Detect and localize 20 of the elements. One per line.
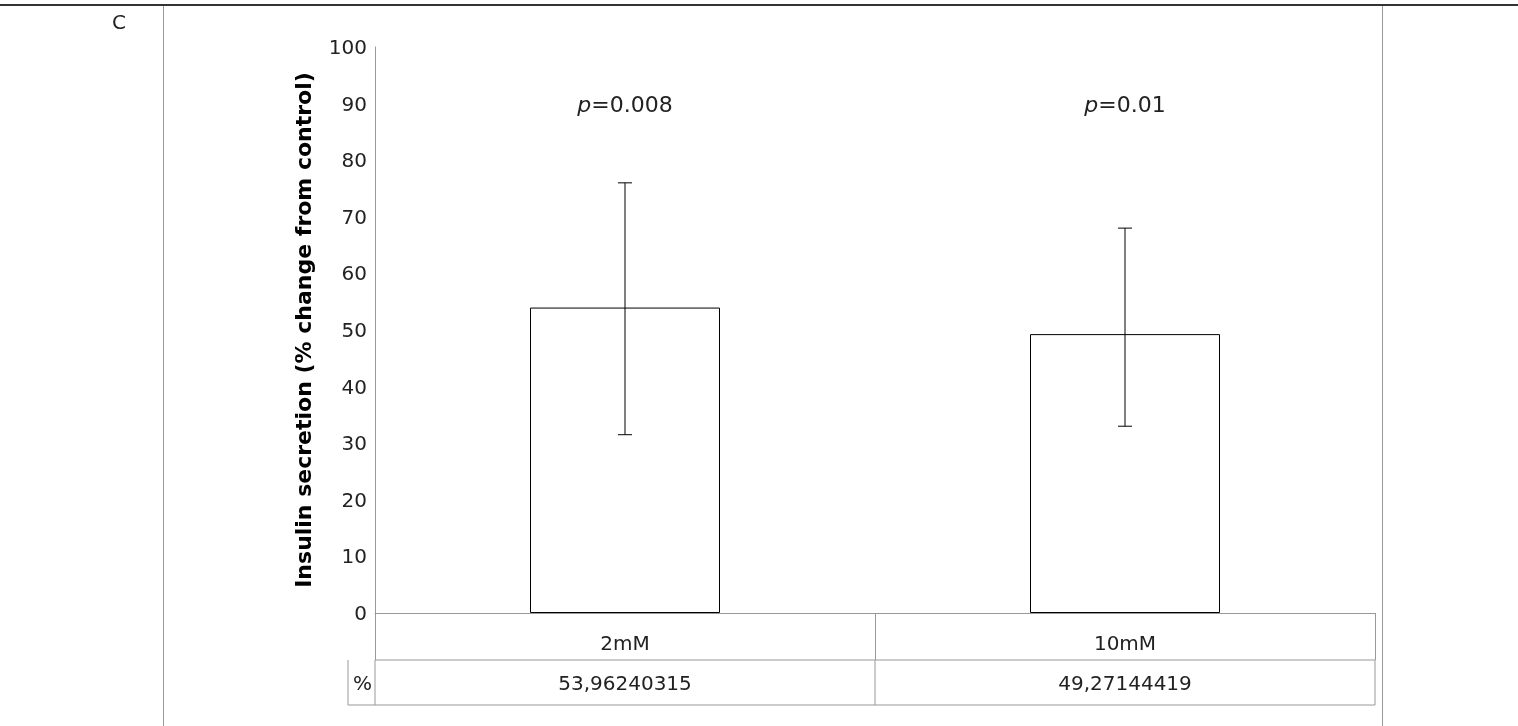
y-tick-label: 30 (341, 431, 367, 456)
data-label: 53,96240315 (558, 670, 692, 695)
y-tick-label: 40 (341, 374, 367, 399)
x-tick-label: 10mM (1093, 631, 1157, 655)
data-label: 49,27144419 (1058, 670, 1192, 695)
y-axis-title: Insulin secretion (% change from control) (291, 72, 317, 588)
y-tick-label: 0 (354, 601, 367, 625)
y-tick-label: 100 (328, 35, 367, 59)
x-tick-label: 2mM (600, 631, 650, 655)
annotation: p=0.008 (576, 91, 673, 117)
y-tick-label: 70 (341, 204, 367, 229)
text: C (112, 10, 126, 34)
annotation: p=0.01 (1083, 91, 1166, 117)
y-tick-label: 10 (341, 544, 367, 569)
y-tick-label: 80 (341, 148, 367, 173)
y-tick-label: 90 (341, 91, 367, 116)
text: % (353, 670, 373, 695)
y-tick-label: 20 (341, 487, 367, 512)
y-tick-label: 50 (341, 318, 367, 342)
y-tick-label: 60 (341, 261, 367, 286)
